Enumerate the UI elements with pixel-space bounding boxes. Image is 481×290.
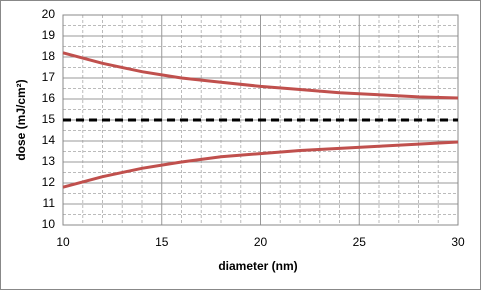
y-tick-label: 15 <box>42 112 56 126</box>
y-tick-label: 11 <box>43 196 56 210</box>
y-tick-label: 17 <box>42 70 56 84</box>
x-axis-label: diameter (nm) <box>218 259 297 273</box>
series-line <box>62 51 459 100</box>
y-tick-label: 18 <box>42 49 56 63</box>
y-tick-label: 20 <box>42 7 56 21</box>
x-tick-label: 15 <box>155 235 169 249</box>
series-line <box>62 140 459 189</box>
x-tick-label: 10 <box>56 235 70 249</box>
y-axis-label: dose (mJ/cm²) <box>14 79 28 160</box>
y-tick-label: 13 <box>42 154 56 168</box>
x-tick-label: 30 <box>451 235 465 249</box>
y-tick-label: 19 <box>42 28 56 42</box>
y-tick-label: 14 <box>42 133 56 147</box>
y-tick-label: 12 <box>42 175 56 189</box>
x-tick-label: 25 <box>353 235 367 249</box>
x-tick-label: 20 <box>254 235 268 249</box>
y-tick-label: 16 <box>42 91 56 105</box>
y-tick-label: 10 <box>42 217 56 231</box>
